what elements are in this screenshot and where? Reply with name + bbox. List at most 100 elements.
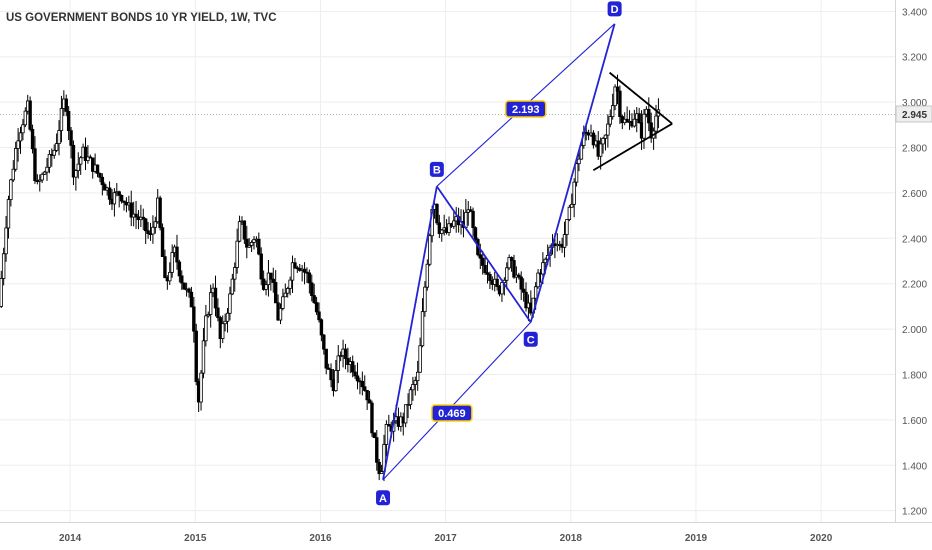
candle-body: [158, 197, 162, 229]
x-tick-label: 2016: [309, 533, 332, 544]
candle-body: [201, 340, 206, 374]
y-tick-label: 1.200: [902, 507, 927, 518]
candle-body: [654, 115, 658, 132]
candle-body: [245, 238, 249, 248]
candle-body: [98, 172, 102, 178]
candle-body: [632, 118, 637, 127]
candle-body: [269, 272, 273, 280]
candle-body: [0, 278, 3, 307]
candle-body: [230, 278, 235, 295]
candle-body: [363, 386, 367, 391]
candle-body: [319, 319, 324, 336]
candle-body: [278, 307, 283, 321]
candle-body: [216, 307, 220, 318]
candle-body: [307, 272, 312, 284]
candle-body: [428, 235, 432, 265]
candle-body: [468, 209, 473, 212]
candle-body: [423, 286, 427, 313]
tick-labels: 1.200 1.400 1.600 1.800 2.000 2.200 2.400 2.600…: [59, 7, 927, 544]
candle-body: [420, 311, 425, 347]
triangle-pattern: [592, 71, 673, 171]
ratio-box: [431, 404, 473, 422]
candle-body: [574, 163, 579, 183]
candle-body: [168, 271, 172, 282]
candle-body: [88, 156, 93, 159]
candle-body: [208, 292, 213, 315]
y-tick-label: 1.600: [902, 416, 927, 427]
candle-body: [488, 273, 492, 281]
candle-body: [163, 256, 167, 279]
candle-body: [647, 108, 651, 124]
candle-body: [591, 132, 596, 146]
candle-body: [314, 302, 319, 313]
candle-body: [471, 210, 475, 229]
candle-body: [54, 143, 59, 151]
candle-body: [312, 295, 316, 303]
candle-body: [519, 276, 523, 290]
candle-body: [264, 284, 268, 290]
candle-body: [235, 240, 239, 268]
candle-body: [182, 282, 186, 290]
point-label-box: [376, 490, 391, 506]
candle-body: [261, 278, 266, 290]
candle-body: [95, 164, 100, 174]
candle-body: [52, 149, 56, 156]
candle-body: [242, 220, 247, 240]
candle-body: [59, 108, 64, 131]
candle-body: [273, 282, 278, 304]
candle-body: [406, 404, 410, 406]
x-tick-label: 2015: [184, 533, 207, 544]
candle-body: [259, 253, 263, 280]
candle-body: [21, 124, 25, 134]
candle-body: [38, 179, 42, 182]
harmonic-pattern: [382, 23, 616, 481]
candle-body: [603, 134, 608, 139]
candle-body: [170, 252, 174, 273]
candle-body: [326, 367, 331, 370]
candle-body: [11, 168, 15, 181]
candle-body: [57, 130, 61, 144]
x-tick-label: 2020: [810, 533, 833, 544]
last-price-badge: 2.945: [895, 105, 932, 123]
candle-body: [13, 148, 18, 170]
candle-body: [384, 424, 389, 445]
candle-body: [103, 184, 107, 191]
candle-body: [343, 348, 348, 359]
candle-body: [153, 221, 158, 228]
point-label-box: [429, 161, 444, 177]
candle-body: [505, 267, 509, 281]
candle-body: [334, 370, 338, 392]
candle-body: [338, 355, 343, 357]
candle-body: [6, 199, 11, 229]
candle-body: [524, 291, 528, 309]
candle-body: [100, 176, 105, 186]
candle-body: [28, 100, 32, 130]
leg-cd: [529, 23, 616, 323]
candle-body: [119, 194, 124, 202]
candle-body: [112, 192, 117, 205]
candle-body: [213, 287, 218, 309]
leg-bc: [436, 185, 532, 323]
candle-body: [485, 272, 490, 275]
candle-body: [86, 156, 90, 161]
x-tick-label: 2018: [560, 533, 583, 544]
y-tick-label: 2.000: [902, 325, 927, 336]
candle-body: [4, 227, 8, 255]
candle-body: [247, 245, 251, 248]
candle-body: [606, 123, 610, 136]
candle-body: [1, 253, 6, 279]
candle-body: [141, 216, 145, 220]
candle-body: [283, 292, 288, 298]
candle-body: [483, 265, 487, 274]
candle-body: [47, 154, 52, 168]
candle-body: [447, 223, 451, 233]
candle-body: [570, 203, 574, 208]
candle-body: [618, 90, 622, 117]
point-label-box: [523, 331, 538, 347]
candle-body: [45, 166, 49, 173]
candle-body: [478, 254, 482, 259]
candle-body: [317, 311, 321, 321]
candle-body: [512, 260, 516, 278]
candle-body: [78, 157, 83, 165]
candle-body: [408, 389, 413, 405]
